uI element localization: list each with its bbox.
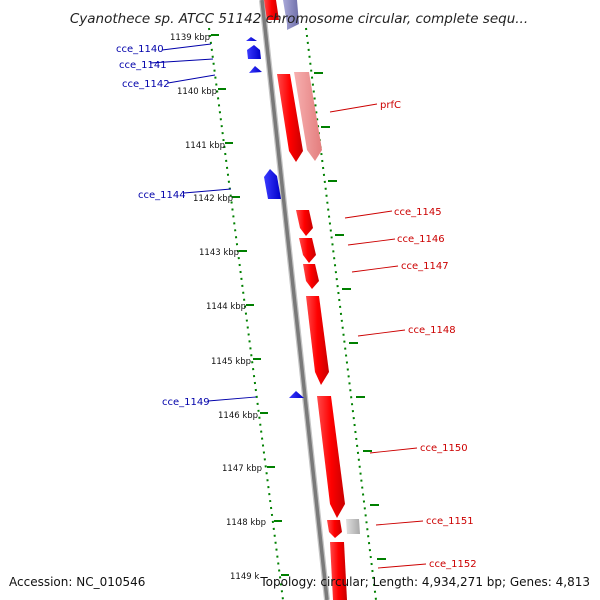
gene-label-prfC[interactable]: prfC (380, 100, 401, 111)
kbp-tick-label: 1145 kbp (211, 357, 251, 367)
kbp-tick-label: 1149 k (230, 572, 259, 582)
kbp-tick-label: 1143 kbp (199, 248, 239, 258)
leader-line (183, 188, 232, 194)
gene-label-cce-1149[interactable]: cce_1149 (162, 397, 210, 408)
gene-label-cce-1148[interactable]: cce_1148 (408, 325, 456, 336)
gene-cce-1142[interactable] (249, 66, 262, 73)
kbp-tick-label: 1139 kbp (170, 33, 210, 43)
kbp-tick-labels: 1139 kbp 1140 kbp 1141 kbp 1142 kbp 1143… (170, 33, 266, 582)
gene-cce-1146[interactable] (299, 238, 316, 263)
gene-label-cce-1145[interactable]: cce_1145 (394, 207, 442, 218)
gene-cce-1145[interactable] (296, 210, 313, 236)
gene-cce-1151-b[interactable] (346, 519, 360, 534)
gene-label-cce-1141[interactable]: cce_1141 (119, 60, 167, 71)
leader-line (377, 563, 427, 569)
gene-cce-1148[interactable] (306, 296, 329, 385)
leader-line (207, 396, 257, 402)
gene-prfC-a[interactable] (277, 74, 303, 162)
gene-label-cce-1142[interactable]: cce_1142 (122, 79, 170, 90)
gene-cce-1151-a[interactable] (327, 520, 342, 538)
major-ticks (211, 34, 386, 576)
gene-cce-1141[interactable] (247, 45, 261, 59)
kbp-tick-label: 1147 kbp (222, 464, 262, 474)
map-title: Cyanothece sp. ATCC 51142 chromosome cir… (70, 11, 528, 27)
kbp-tick-label: 1140 kbp (177, 87, 217, 97)
gene-label-cce-1150[interactable]: cce_1150 (420, 443, 468, 454)
gene-label-cce-1147[interactable]: cce_1147 (401, 261, 449, 272)
leader-line (357, 329, 406, 337)
gene-cce-1144[interactable] (264, 169, 281, 199)
gene-red-top[interactable] (264, 0, 279, 20)
gene-label-cce-1152[interactable]: cce_1152 (429, 559, 477, 570)
accession-text: Accession: NC_010546 (9, 575, 145, 589)
kbp-tick-label: 1141 kbp (185, 141, 225, 151)
gene-cce-1140[interactable] (246, 37, 257, 41)
gene-cce-1149[interactable] (289, 391, 304, 398)
leader-line (329, 103, 378, 113)
chromosome-backbone (259, 0, 330, 600)
gene-label-cce-1151[interactable]: cce_1151 (426, 516, 474, 527)
gene-blue-pale-top[interactable] (283, 0, 299, 30)
leader-line (161, 43, 212, 51)
leader-line (167, 74, 216, 84)
gene-label-cce-1140[interactable]: cce_1140 (116, 44, 164, 55)
kbp-tick-label: 1144 kbp (206, 302, 246, 312)
kbp-tick-label: 1146 kbp (218, 411, 258, 421)
left-dotted-track (208, 27, 284, 600)
leader-line (351, 265, 399, 273)
tick-tracks (208, 27, 377, 600)
gene-label-cce-1146[interactable]: cce_1146 (397, 234, 445, 245)
leader-line (369, 447, 418, 454)
gene-prfC-b[interactable] (294, 72, 322, 161)
leader-line (344, 210, 393, 219)
leader-line (347, 238, 396, 246)
right-dotted-track (305, 27, 377, 600)
gene-cce-1150[interactable] (317, 396, 345, 518)
kbp-tick-label: 1148 kbp (226, 518, 266, 528)
genome-summary-text: Topology: circular; Length: 4,934,271 bp… (259, 575, 590, 589)
kbp-tick-label: 1142 kbp (193, 194, 233, 204)
gene-cce-1152[interactable] (330, 542, 347, 600)
gene-cce-1147[interactable] (303, 264, 319, 289)
leader-line (149, 58, 214, 64)
leader-line (375, 520, 424, 526)
gene-label-cce-1144[interactable]: cce_1144 (138, 190, 186, 201)
